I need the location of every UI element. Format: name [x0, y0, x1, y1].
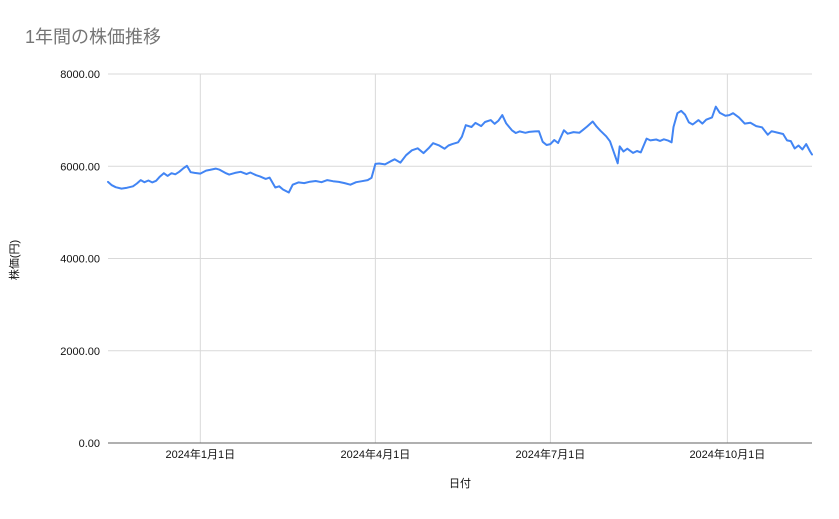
- price-line-series: [107, 105, 813, 194]
- y-tick-label: 2000.00: [60, 346, 100, 358]
- y-tick-label: 8000.00: [60, 69, 100, 81]
- y-tick-label: 4000.00: [60, 254, 100, 266]
- x-tick-label: 2024年4月1日: [341, 447, 411, 461]
- x-axis-title: 日付: [449, 478, 471, 490]
- y-tick-label: 6000.00: [60, 161, 100, 173]
- chart-title: 1年間の株価推移: [25, 27, 162, 47]
- x-tick-label: 2024年10月1日: [689, 447, 765, 461]
- x-tick-label: 2024年7月1日: [516, 447, 586, 461]
- y-tick-label: 0.00: [79, 438, 100, 450]
- x-tick-label: 2024年1月1日: [165, 447, 235, 461]
